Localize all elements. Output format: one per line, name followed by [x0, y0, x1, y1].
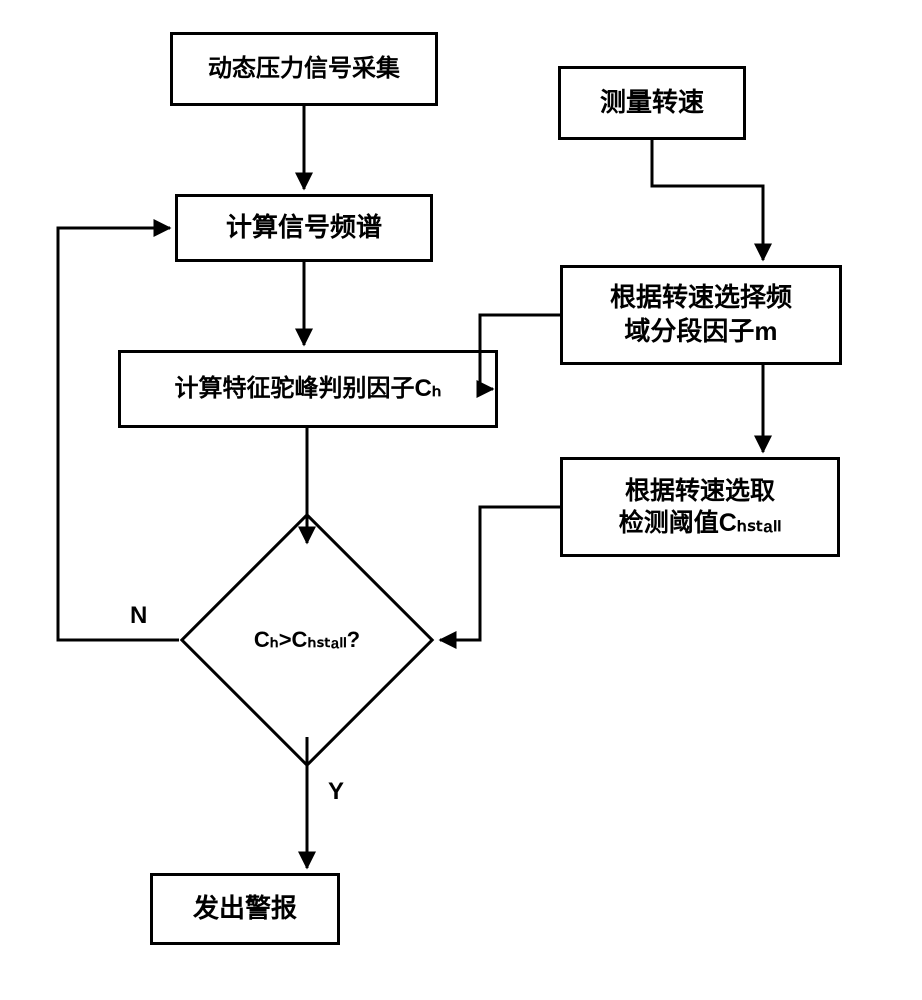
node-label: 发出警报	[193, 892, 297, 926]
node-measure-speed: 测量转速	[558, 66, 746, 140]
node-label: 测量转速	[600, 86, 704, 120]
node-label: 根据转速选择频 域分段因子m	[610, 281, 792, 349]
node-label: 计算特征驼峰判别因子Cₕ	[174, 373, 441, 404]
node-decision-text: Cₕ>Cₕₛₜₐₗₗ?	[217, 550, 397, 730]
node-label: 根据转速选取 检测阈值Cₕₛₜₐₗₗ	[619, 475, 782, 540]
label-no: N	[130, 602, 147, 630]
node-calc-ch: 计算特征驼峰判别因子Cₕ	[118, 350, 498, 428]
node-alarm: 发出警报	[150, 873, 340, 945]
node-label: 计算信号频谱	[226, 211, 382, 245]
node-label: 动态压力信号采集	[208, 53, 400, 84]
node-signal-acquisition: 动态压力信号采集	[170, 32, 438, 106]
node-label: Cₕ>Cₕₛₜₐₗₗ?	[254, 627, 360, 653]
node-select-threshold: 根据转速选取 检测阈值Cₕₛₜₐₗₗ	[560, 457, 840, 557]
node-select-factor-m: 根据转速选择频 域分段因子m	[560, 265, 842, 365]
label-yes: Y	[328, 778, 344, 806]
node-calc-spectrum: 计算信号频谱	[175, 194, 433, 262]
